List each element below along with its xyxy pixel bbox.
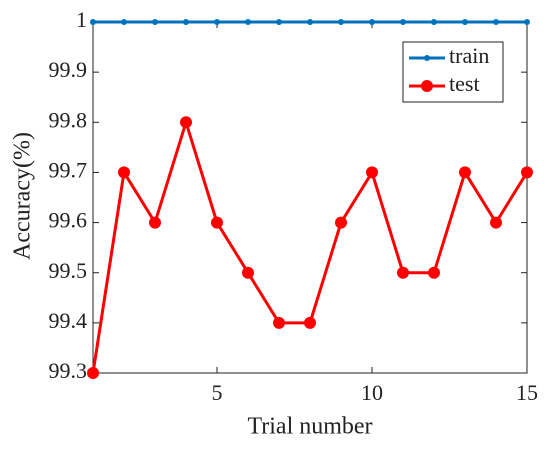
y-tick-label: 1 (76, 7, 87, 32)
legend-marker (424, 55, 430, 61)
x-tick-label: 15 (516, 380, 538, 405)
point (493, 19, 499, 25)
point (118, 166, 130, 179)
point (245, 19, 251, 25)
point (307, 19, 313, 25)
point (338, 19, 344, 25)
point (524, 19, 530, 25)
point (211, 216, 223, 229)
y-tick-label: 99.6 (49, 208, 88, 233)
point (335, 216, 347, 229)
point (214, 19, 220, 25)
x-tick-label: 5 (212, 380, 223, 405)
point (400, 19, 406, 25)
point (521, 166, 533, 179)
x-axis-label: Trial number (247, 414, 372, 440)
point (149, 216, 161, 229)
point (242, 266, 254, 279)
y-tick-label: 99.3 (49, 358, 88, 383)
point (183, 19, 189, 25)
y-tick-label: 99.8 (49, 107, 88, 132)
point (397, 266, 409, 279)
point (304, 316, 316, 329)
legend-box (402, 41, 504, 103)
x-tick-label: 10 (361, 380, 383, 405)
point (428, 266, 440, 279)
y-tick-label: 99.7 (49, 157, 88, 182)
y-tick-label: 99.9 (49, 57, 88, 82)
point (431, 19, 437, 25)
point (121, 19, 127, 25)
legend-label: train (449, 43, 489, 68)
point (273, 316, 285, 329)
point (180, 116, 192, 129)
y-axis-label: Accuracy(%) (10, 132, 36, 260)
point (87, 367, 99, 379)
point (366, 166, 378, 179)
point (462, 19, 468, 25)
legend-label: test (449, 71, 480, 96)
point (152, 19, 158, 25)
point (276, 19, 282, 25)
point (90, 19, 96, 25)
point (459, 166, 471, 179)
legend-marker (421, 80, 433, 92)
y-tick-label: 99.4 (49, 308, 88, 333)
series-line (91, 117, 529, 374)
point (490, 216, 502, 229)
point (369, 19, 375, 25)
y-tick-label: 99.5 (49, 258, 88, 283)
